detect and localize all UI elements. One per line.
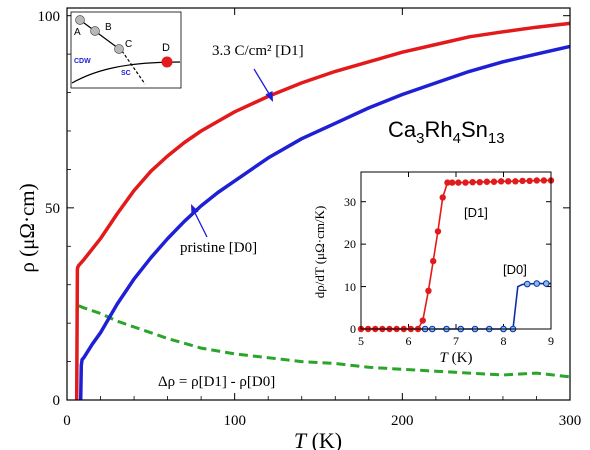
inset-x-axis-label: T (K): [440, 350, 473, 366]
y-tick-50: 50: [45, 201, 60, 217]
inset-d1-point: [439, 194, 446, 201]
inset-d1-point: [419, 317, 426, 324]
inset-d1-point: [455, 179, 462, 186]
label-delta: Δρ = ρ[D1] - ρ[D0]: [158, 374, 275, 390]
phase-label-b: B: [105, 22, 112, 33]
phase-point-b: [90, 26, 100, 36]
y-axis-unit: (μΩ·cm): [15, 183, 39, 262]
phase-label-c: C: [125, 39, 132, 50]
inset-d1-point: [430, 257, 437, 265]
label-d0: pristine [D0]: [180, 240, 257, 256]
inset-d1-point: [540, 177, 548, 184]
inset-d1-point: [476, 178, 483, 186]
inset-d1-point: [526, 177, 533, 185]
inset-d1-point: [505, 178, 512, 185]
main-plot: 0 100 200 300 0 50 100 T (K) ρ (μΩ·cm) 3…: [15, 7, 582, 450]
material-label: Ca3Rh4Sn13: [388, 117, 505, 147]
main-frame: [66, 7, 571, 401]
inset-d1-point: [497, 178, 505, 185]
inset-frame: [360, 171, 552, 330]
arrow-d1-shaft: [253, 68, 272, 98]
inset-d1-point: [425, 287, 432, 295]
x-axis-label: T (K): [294, 428, 342, 450]
inset-y-tick-10: 10: [344, 280, 356, 294]
inset-x-tick-7: 7: [453, 334, 459, 348]
phase-point-c: [114, 44, 124, 54]
x-axis-var: T: [294, 428, 308, 450]
phase-line-dashed: [121, 50, 146, 85]
x-tick-300: 300: [559, 413, 582, 429]
inset-d1-point: [444, 179, 451, 186]
inset-background: [361, 172, 551, 329]
arrow-d0-shaft: [192, 208, 208, 238]
label-d1: 3.3 C/cm² [D1]: [212, 43, 304, 59]
inset-y-axis-label: dρ/dT (μΩ·cm/K): [312, 206, 327, 299]
x-tick-0: 0: [63, 413, 71, 429]
y-axis-var: ρ: [15, 262, 39, 272]
series-delta-line: [78, 304, 571, 379]
series-d0-line: [78, 44, 571, 401]
inset-d1-point: [462, 179, 469, 186]
phase-diagram-inset: A B C D CDW SC: [70, 11, 182, 89]
inset-d1-point: [512, 178, 519, 185]
inset-d1-point: [490, 178, 498, 185]
inset-x-axis-unit: (K): [448, 350, 473, 366]
inset-d1-point: [519, 177, 526, 185]
inset-d0-point: [542, 280, 550, 287]
inset-y-tick-0: 0: [350, 322, 356, 336]
inset-d1-point: [533, 177, 540, 184]
inset-d1-point: [449, 179, 456, 186]
inset-x-tick-8: 8: [501, 334, 507, 348]
phase-label-cdw: CDW: [74, 58, 91, 65]
inset-y-tick-20: 20: [344, 237, 356, 251]
arrow-d1-head: [265, 91, 273, 102]
inset-d0-point: [533, 280, 541, 287]
phase-point-d: [161, 56, 173, 68]
phase-line: [79, 19, 123, 52]
inset-label-d1: [D1]: [464, 205, 488, 220]
y-axis-label: ρ (μΩ·cm): [15, 183, 39, 272]
phase-label-d: D: [162, 42, 170, 54]
x-tick-200: 200: [391, 413, 414, 429]
inset-d1-point: [469, 178, 476, 186]
annotation-arrows: [191, 68, 273, 238]
phase-label-a: A: [74, 27, 81, 38]
y-tick-0: 0: [53, 393, 61, 409]
x-tick-100: 100: [223, 413, 246, 429]
inset-x-tick-6: 6: [406, 334, 412, 348]
inset-x-tick-5: 5: [358, 334, 364, 348]
main-series-group: [74, 21, 571, 401]
inset-label-d0: [D0]: [503, 262, 527, 277]
inset-x-tick-9: 9: [548, 334, 554, 348]
inset-d0-point: [523, 280, 531, 288]
inset-d1-point: [483, 178, 491, 185]
inset-x-axis-var: T: [440, 350, 450, 366]
inset-y-tick-30: 30: [344, 195, 356, 209]
series-d1-line: [74, 21, 571, 401]
derivative-inset: 5 6 7 8 9 0 10 20 30 T (K) dρ/dT (μΩ·cm/…: [312, 171, 555, 366]
phase-label-sc: SC: [121, 70, 131, 77]
x-axis-unit: (K): [306, 428, 342, 450]
y-tick-100: 100: [38, 9, 61, 25]
inset-d1-point: [434, 228, 442, 235]
phase-point-a: [75, 15, 85, 25]
arrow-d0-head: [191, 204, 199, 215]
